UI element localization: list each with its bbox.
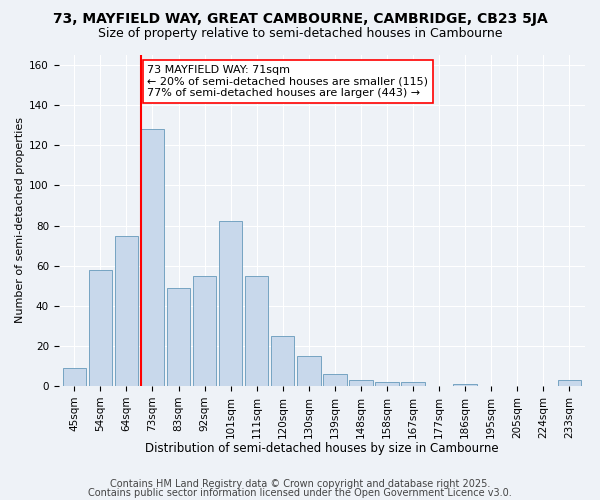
Bar <box>167 288 190 386</box>
Text: 73 MAYFIELD WAY: 71sqm
← 20% of semi-detached houses are smaller (115)
77% of se: 73 MAYFIELD WAY: 71sqm ← 20% of semi-det… <box>147 65 428 98</box>
Bar <box>219 222 242 386</box>
Text: Contains public sector information licensed under the Open Government Licence v3: Contains public sector information licen… <box>88 488 512 498</box>
Bar <box>245 276 268 386</box>
Bar <box>193 276 216 386</box>
Bar <box>297 356 320 386</box>
Bar <box>323 374 347 386</box>
Bar <box>271 336 295 386</box>
Text: Size of property relative to semi-detached houses in Cambourne: Size of property relative to semi-detach… <box>98 28 502 40</box>
Y-axis label: Number of semi-detached properties: Number of semi-detached properties <box>15 118 25 324</box>
Text: 73, MAYFIELD WAY, GREAT CAMBOURNE, CAMBRIDGE, CB23 5JA: 73, MAYFIELD WAY, GREAT CAMBOURNE, CAMBR… <box>53 12 547 26</box>
Bar <box>454 384 477 386</box>
Bar <box>557 380 581 386</box>
Bar <box>115 236 138 386</box>
Text: Contains HM Land Registry data © Crown copyright and database right 2025.: Contains HM Land Registry data © Crown c… <box>110 479 490 489</box>
Bar <box>141 129 164 386</box>
Bar <box>349 380 373 386</box>
X-axis label: Distribution of semi-detached houses by size in Cambourne: Distribution of semi-detached houses by … <box>145 442 499 455</box>
Bar <box>401 382 425 386</box>
Bar <box>375 382 398 386</box>
Bar <box>89 270 112 386</box>
Bar <box>62 368 86 386</box>
